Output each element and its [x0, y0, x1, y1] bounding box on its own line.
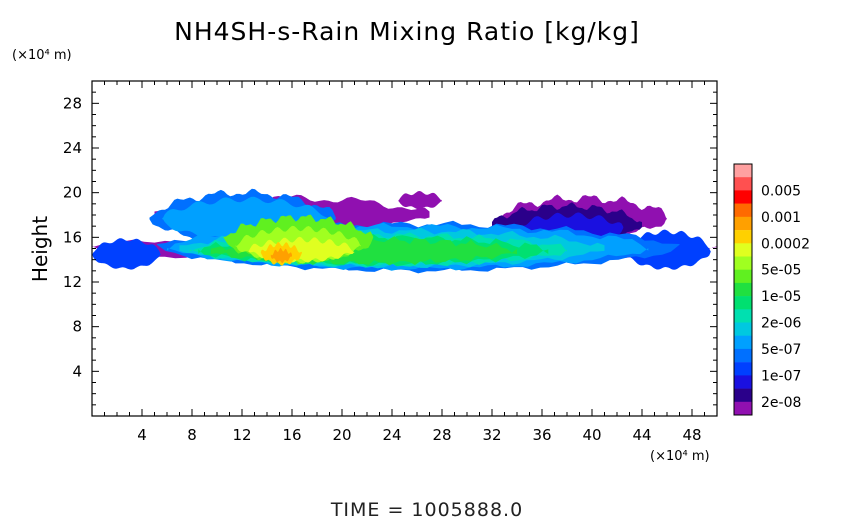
legend-label: 1e-07: [761, 368, 801, 384]
legend-swatch: [734, 335, 752, 350]
legend-swatch: [734, 401, 752, 416]
legend-label: 2e-08: [761, 395, 801, 411]
legend-swatch: [734, 322, 752, 336]
contour-region: [270, 248, 292, 263]
y-axis-unit: (×10⁴ m): [12, 48, 72, 63]
legend-label: 5e-07: [761, 342, 801, 358]
y-tick-label: 24: [63, 139, 82, 157]
x-tick-label: 12: [232, 426, 251, 444]
time-label: TIME = 1005888.0: [330, 499, 523, 519]
y-tick-label: 16: [63, 228, 82, 246]
contour-region: [92, 238, 161, 270]
x-tick-label: 24: [382, 426, 401, 444]
legend-label: 0.001: [761, 210, 801, 226]
legend-swatch: [734, 375, 752, 389]
x-tick-label: 16: [282, 426, 301, 444]
x-tick-label: 28: [432, 426, 451, 444]
y-tick-label: 8: [72, 318, 82, 336]
x-tick-label: 40: [582, 426, 601, 444]
legend-swatch: [734, 388, 752, 403]
chart-title: NH4SH-s-Rain Mixing Ratio [kg/kg]: [174, 17, 640, 46]
y-axis-label: Height: [28, 216, 52, 282]
contour-region: [398, 191, 442, 210]
legend-frame: [733, 163, 753, 416]
legend-label: 5e-05: [761, 263, 801, 279]
x-tick-label: 20: [332, 426, 351, 444]
y-tick-label: 28: [63, 94, 82, 112]
legend-label: 2e-06: [761, 316, 801, 332]
contour-field: [92, 188, 717, 274]
x-tick-label: 36: [532, 426, 551, 444]
x-axis-unit: (×10⁴ m): [650, 449, 710, 464]
y-tick-label: 20: [63, 184, 82, 202]
legend-swatch: [734, 269, 752, 284]
legend-swatch: [734, 348, 752, 363]
legend-swatch: [734, 243, 752, 257]
legend-label: 0.0002: [761, 236, 810, 252]
legend: 0.005 0.001 0.0002 5e-05 1e-05 2e-06 5e-07 1e-0…: [733, 163, 810, 416]
x-tick-label: 8: [187, 426, 197, 444]
legend-swatch: [734, 282, 752, 297]
x-tick-label: 48: [682, 426, 701, 444]
y-tick-label: 12: [63, 273, 82, 291]
x-tick-label: 44: [632, 426, 651, 444]
x-tick-label: 4: [137, 426, 147, 444]
legend-label: 0.005: [761, 183, 801, 199]
legend-swatch: [734, 256, 752, 270]
legend-label: 1e-05: [761, 289, 801, 305]
legend-swatch: [734, 203, 752, 218]
legend-swatch: [734, 230, 752, 244]
x-tick-label: 32: [482, 426, 501, 444]
legend-swatch: [734, 190, 752, 204]
legend-swatch: [734, 296, 752, 310]
legend-swatch: [734, 177, 752, 191]
y-tick-label: 4: [72, 362, 82, 380]
legend-swatch: [734, 362, 752, 376]
legend-swatch: [734, 164, 752, 178]
legend-swatch: [734, 216, 752, 231]
legend-swatch: [734, 309, 752, 323]
